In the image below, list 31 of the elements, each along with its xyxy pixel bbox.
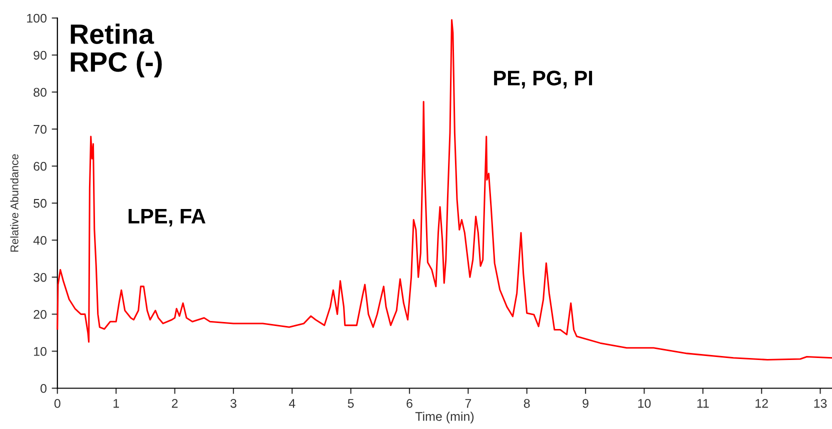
y-tick-label: 0 bbox=[40, 384, 47, 393]
x-tick-label: 1 bbox=[114, 399, 119, 408]
y-tick-label: 90 bbox=[34, 50, 47, 60]
x-tick-label: 9 bbox=[582, 398, 588, 408]
y-tick-label: 80 bbox=[34, 88, 47, 97]
x-tick-label: 2 bbox=[172, 398, 178, 408]
y-tick-label: 100 bbox=[27, 14, 47, 23]
x-tick-label: 13 bbox=[814, 398, 827, 408]
y-tick-label: 60 bbox=[34, 162, 47, 171]
text: Retina RPC (-) bbox=[70, 24, 162, 78]
x-tick-label: 5 bbox=[348, 399, 354, 408]
y-tick-label: 70 bbox=[34, 124, 47, 134]
x-tick-label: 10 bbox=[638, 398, 651, 408]
x-tick-label: 7 bbox=[465, 399, 472, 408]
x-tick-label: 11 bbox=[697, 399, 709, 408]
annotation: PE, PG, PI bbox=[494, 70, 592, 88]
x-axis-title: Time (min) bbox=[415, 412, 474, 424]
x-tick-label: 8 bbox=[524, 398, 530, 408]
x-tick-label: 12 bbox=[756, 398, 768, 408]
y-tick-label: 30 bbox=[34, 272, 47, 282]
y-tick-label: 10 bbox=[34, 347, 47, 356]
annotation: LPE, FA bbox=[128, 208, 206, 227]
y-tick-label: 50 bbox=[34, 198, 47, 208]
x-tick-label: 0 bbox=[54, 398, 60, 408]
y-tick-label: 20 bbox=[34, 310, 47, 319]
y-tick-label: 40 bbox=[33, 236, 47, 245]
x-tick-label: 4 bbox=[288, 399, 296, 408]
y-axis-title: Relative Abundance bbox=[10, 154, 18, 252]
x-tick-label: 3 bbox=[230, 398, 236, 408]
x-tick-label: 6 bbox=[406, 398, 412, 408]
line-series bbox=[56, 19, 832, 361]
